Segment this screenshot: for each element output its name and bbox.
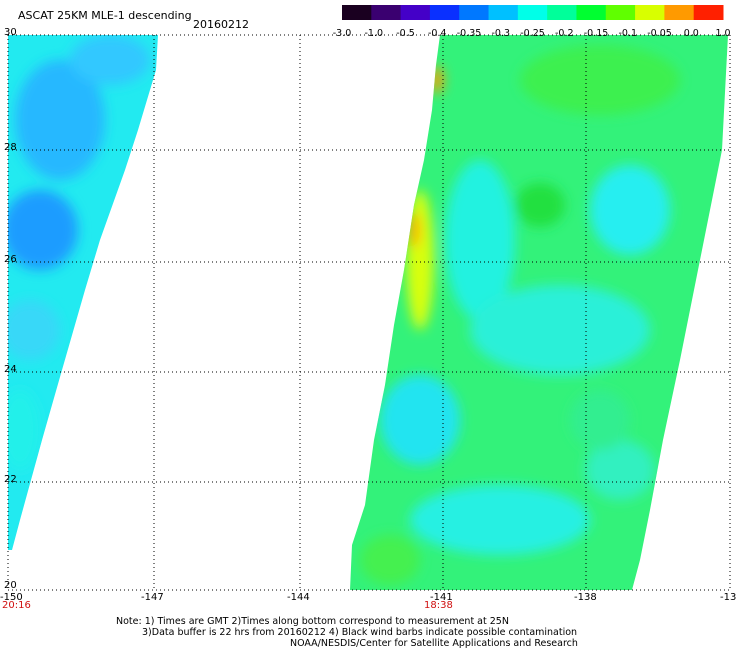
colorbar-label: -0.05 — [647, 28, 672, 39]
y-tick-label: 24 — [4, 364, 17, 375]
colorbar-segment — [342, 5, 372, 20]
colorbar-label: 1.0 — [715, 28, 730, 39]
colorbar-label: -0.3 — [491, 28, 510, 39]
west-swath — [8, 35, 158, 550]
y-tick-label: 30 — [4, 27, 17, 38]
colorbar-label: -0.15 — [584, 28, 609, 39]
colorbar-label: -0.1 — [618, 28, 637, 39]
note-line-2: 3)Data buffer is 22 hrs from 20160212 4)… — [142, 627, 578, 638]
colorbar-segment — [371, 5, 402, 20]
x-tick-label: -147 — [141, 592, 164, 603]
note-line-1: Note: 1) Times are GMT 2)Times along bot… — [116, 616, 509, 627]
colorbar-label: 0.0 — [684, 28, 699, 39]
time-label: 20:16 — [2, 600, 31, 611]
colorbar-segment — [605, 5, 636, 20]
time-label: 18:38 — [424, 600, 453, 611]
map-title: ASCAT 25KM MLE-1 descending — [18, 9, 192, 22]
colorbar-segment — [664, 5, 695, 20]
colorbar-segment — [488, 5, 519, 20]
map-date: 20160212 — [193, 18, 249, 31]
colorbar: -3.0 -1.0 -0.5 -0.4 -0.35 -0.3 -0.25 -0.2 -0.15-… — [333, 5, 731, 39]
colorbar-segment — [400, 5, 431, 20]
colorbar-label: -0.2 — [555, 28, 574, 39]
colorbar-segment — [693, 5, 724, 20]
colorbar-label: -1.0 — [364, 28, 383, 39]
colorbar-label: -0.25 — [520, 28, 545, 39]
colorbar-segment — [635, 5, 665, 20]
x-tick-label: -141 — [430, 592, 453, 603]
x-tick-label: -13 — [720, 592, 737, 603]
colorbar-label: -0.5 — [396, 28, 415, 39]
colorbar-label: -0.4 — [428, 28, 447, 39]
colorbar-segment — [517, 5, 548, 20]
east-swath — [350, 35, 728, 590]
x-tick-label: -144 — [287, 592, 310, 603]
y-tick-label: 28 — [4, 142, 17, 153]
colorbar-segment — [547, 5, 577, 20]
x-tick-label: -150 — [0, 592, 23, 603]
y-tick-label: 20 — [4, 580, 17, 591]
y-tick-label: 22 — [4, 474, 17, 485]
map-grid — [7, 34, 731, 591]
colorbar-label: -3.0 — [333, 28, 352, 39]
colorbar-segment — [576, 5, 607, 20]
colorbar-segment — [459, 5, 490, 20]
colorbar-segment — [429, 5, 460, 20]
colorbar-label: -0.35 — [457, 28, 482, 39]
y-tick-label: 26 — [4, 254, 17, 265]
note-line-3: NOAA/NESDIS/Center for Satellite Applica… — [290, 638, 578, 649]
x-tick-label: -138 — [574, 592, 597, 603]
